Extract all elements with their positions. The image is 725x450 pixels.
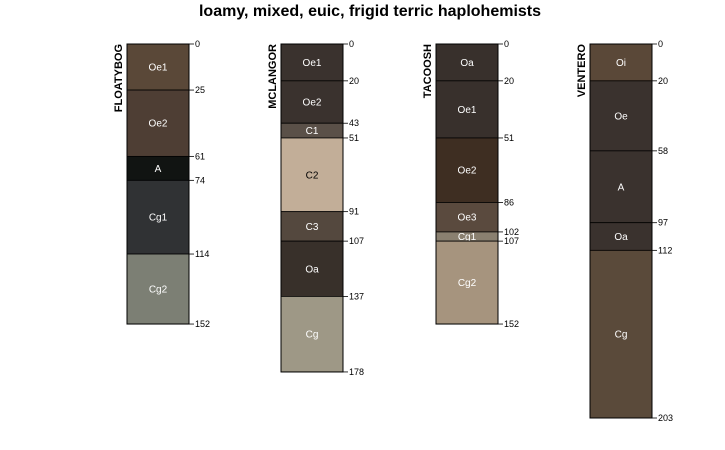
depth-label: 20 <box>349 76 359 86</box>
horizon-label: Oe1 <box>303 58 322 69</box>
depth-label: 137 <box>349 291 364 301</box>
horizon-label: Oe1 <box>458 105 477 116</box>
chart-title: loamy, mixed, euic, frigid terric haploh… <box>199 3 541 20</box>
horizon-label: Oe2 <box>149 119 168 130</box>
horizon-label: Cg1 <box>149 213 168 224</box>
depth-label: 152 <box>195 319 210 329</box>
horizon-label: Cg <box>615 330 628 341</box>
horizon-oe3 <box>435 202 499 233</box>
depth-label: 102 <box>504 227 519 237</box>
profile-name: VENTERO <box>576 44 588 98</box>
depth-label: 0 <box>658 39 663 49</box>
depth-label: 51 <box>504 133 514 143</box>
horizon-oa <box>280 240 344 297</box>
depth-label: 0 <box>195 39 200 49</box>
horizon-oa <box>589 222 653 251</box>
depth-label: 114 <box>195 249 209 259</box>
horizon-oe2 <box>435 137 499 203</box>
depth-label: 0 <box>349 39 354 49</box>
horizon-label: C1 <box>306 126 319 137</box>
depth-label: 86 <box>504 197 514 207</box>
horizon-oe2 <box>126 89 190 157</box>
horizon-label: Oe <box>614 111 628 122</box>
depth-label: 0 <box>504 39 509 49</box>
horizon-label: Oe3 <box>458 213 477 224</box>
horizon-oe <box>589 80 653 152</box>
depth-label: 74 <box>195 175 205 185</box>
horizon-cg2 <box>435 240 499 325</box>
horizon-label: Oe2 <box>303 98 322 109</box>
depth-label: 107 <box>349 236 364 246</box>
horizon-label: Oa <box>305 264 319 275</box>
depth-label: 178 <box>349 367 364 377</box>
depth-label: 20 <box>504 76 514 86</box>
profile-ventero: Oi Oe A Oa Cg 0 20 58 97 112 203 VENTERO <box>576 39 673 423</box>
horizon-label: Cg2 <box>458 278 477 289</box>
horizon-c2 <box>280 137 344 213</box>
depth-label: 43 <box>349 118 359 128</box>
horizon-cg1 <box>126 179 190 255</box>
horizon-label: Cg2 <box>149 285 168 296</box>
depth-label: 58 <box>658 146 668 156</box>
depth-label: 61 <box>195 151 205 161</box>
horizon-label: C3 <box>306 222 319 233</box>
horizon-label: Cg1 <box>458 232 477 243</box>
depth-label: 25 <box>195 85 205 95</box>
depth-label: 107 <box>504 236 519 246</box>
horizon-oe1 <box>126 43 190 91</box>
profile-outline <box>280 43 344 373</box>
horizon-oe2 <box>280 80 344 124</box>
horizon-label: Cg <box>306 330 319 341</box>
profile-mclangor: Oe1 Oe2 C1 C2 C3 Oa Cg 0 20 43 51 91 107 137 178 MCLANG… <box>267 39 364 377</box>
horizon-label: Oe1 <box>149 63 168 74</box>
depth-label: 91 <box>349 207 359 217</box>
horizon-label: Oa <box>614 232 628 243</box>
profile-outline <box>126 43 190 325</box>
profile-outline <box>435 43 499 325</box>
horizon-label: Oa <box>460 58 474 69</box>
horizon-label: Oe2 <box>458 166 477 177</box>
depth-label: 97 <box>658 218 668 228</box>
depth-label: 112 <box>658 245 672 255</box>
horizon-label: C2 <box>306 170 319 181</box>
depth-label: 51 <box>349 133 359 143</box>
horizon-oe1 <box>280 43 344 82</box>
horizon-label: A <box>618 182 625 193</box>
profile-name: FLOATYBOG <box>113 44 125 112</box>
profile-floatybog: Oe1 Oe2 A Cg1 Cg2 0 25 61 74 114 152 FLOATYBOG <box>113 39 210 329</box>
profile-name: TACOOSH <box>422 44 434 98</box>
horizon-label: Oi <box>616 58 626 69</box>
horizon-cg <box>280 296 344 373</box>
profile-name: MCLANGOR <box>267 44 279 109</box>
depth-label: 20 <box>658 76 668 86</box>
depth-label: 203 <box>658 413 673 423</box>
profile-outline <box>589 43 653 419</box>
horizon-label: A <box>155 164 162 175</box>
depth-label: 152 <box>504 319 519 329</box>
horizon-a <box>589 150 653 224</box>
